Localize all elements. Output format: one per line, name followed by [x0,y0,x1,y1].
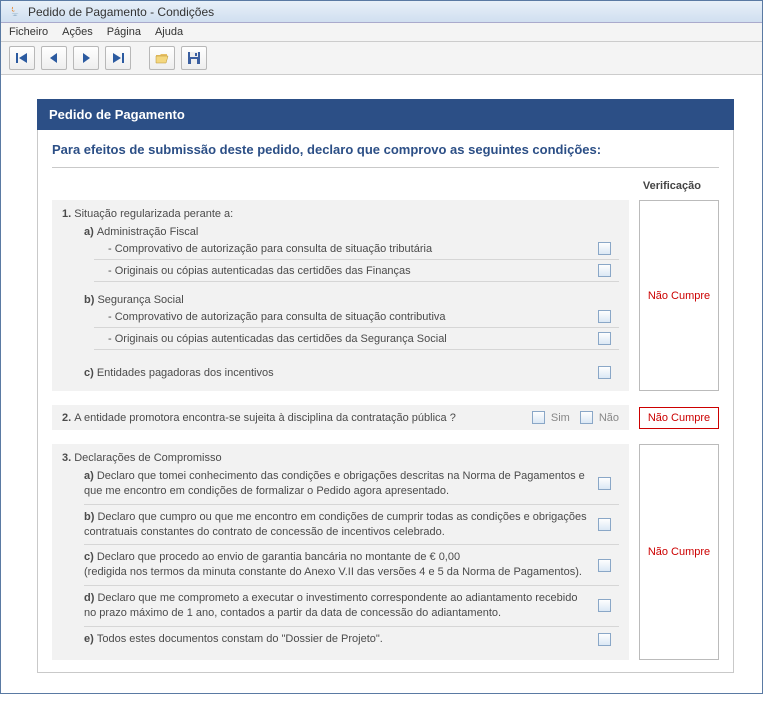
java-icon [7,4,22,19]
s1-status: Não Cumpre [639,200,719,391]
content-area: Pedido de Pagamento Para efeitos de subm… [1,75,762,693]
section-3-body: 3. Declarações de Compromisso a) Declaro… [52,444,629,660]
label-nao: Não [599,412,619,424]
panel-body: Para efeitos de submissão deste pedido, … [37,130,734,673]
menubar: Ficheiro Ações Página Ajuda [1,23,762,42]
prev-button[interactable] [41,46,67,70]
checkbox-s3-e[interactable] [598,633,611,646]
checkbox-s1-a1[interactable] [598,242,611,255]
s1-b2: - Originais ou cópias autenticadas das c… [108,333,598,345]
s2-status: Não Cumpre [639,407,719,429]
menu-ficheiro[interactable]: Ficheiro [9,26,48,38]
verification-header: Verificação [52,176,719,200]
section-2-body: 2. A entidade promotora encontra-se suje… [52,405,629,430]
section-1: 1. Situação regularizada perante a: a) A… [52,200,719,391]
next-button[interactable] [73,46,99,70]
window-title: Pedido de Pagamento - Condições [28,5,214,19]
checkbox-s1-a2[interactable] [598,264,611,277]
label-sim: Sim [551,412,570,424]
app-window: Pedido de Pagamento - Condições Ficheiro… [0,0,763,694]
checkbox-s3-c[interactable] [598,559,611,572]
s1-a1: - Comprovativo de autorização para consu… [108,243,598,255]
checkbox-s3-b[interactable] [598,518,611,531]
s1-a2: - Originais ou cópias autenticadas das c… [108,265,598,277]
checkbox-s3-a[interactable] [598,477,611,490]
section-1-body: 1. Situação regularizada perante a: a) A… [52,200,629,391]
checkbox-nao[interactable] [580,411,593,424]
open-button[interactable] [149,46,175,70]
menu-ajuda[interactable]: Ajuda [155,26,183,38]
s1-a: Administração Fiscal [97,226,198,238]
section-3: 3. Declarações de Compromisso a) Declaro… [52,444,719,660]
panel-header: Pedido de Pagamento [37,99,734,130]
first-button[interactable] [9,46,35,70]
s1-b: Segurança Social [97,294,183,306]
s3-d: Declaro que me comprometo a executar o i… [84,592,577,619]
declaration-heading: Para efeitos de submissão deste pedido, … [52,142,719,168]
titlebar: Pedido de Pagamento - Condições [1,1,762,23]
toolbar [1,42,762,75]
section-2: 2. A entidade promotora encontra-se suje… [52,405,719,430]
checkbox-sim[interactable] [532,411,545,424]
s3-title: Declarações de Compromisso [74,452,221,464]
s2-options: Sim Não [532,411,619,424]
last-button[interactable] [105,46,131,70]
menu-pagina[interactable]: Página [107,26,141,38]
s1-b1: - Comprovativo de autorização para consu… [108,311,598,323]
s3-e: Todos estes documentos constam do "Dossi… [97,633,383,645]
s3-status: Não Cumpre [639,444,719,660]
menu-acoes[interactable]: Ações [62,26,93,38]
s1-title: Situação regularizada perante a: [74,208,233,220]
s1-c: Entidades pagadoras dos incentivos [97,367,274,379]
save-button[interactable] [181,46,207,70]
checkbox-s3-d[interactable] [598,599,611,612]
s3-c: Declaro que procedo ao envio de garantia… [84,551,582,578]
checkbox-s1-c[interactable] [598,366,611,379]
s2-text: A entidade promotora encontra-se sujeita… [74,412,456,424]
checkbox-s1-b1[interactable] [598,310,611,323]
checkbox-s1-b2[interactable] [598,332,611,345]
s3-a: Declaro que tomei conhecimento das condi… [84,470,585,497]
s3-b: Declaro que cumpro ou que me encontro em… [84,511,587,538]
